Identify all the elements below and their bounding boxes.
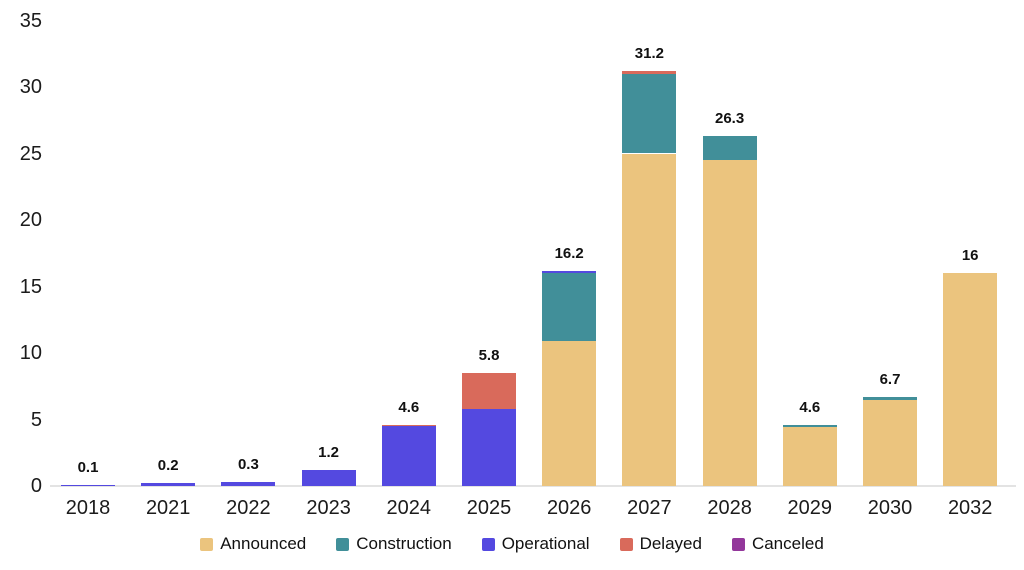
y-axis-tick-0: 0 — [30, 475, 42, 497]
bar-segment-delayed-2024[interactable] — [381, 424, 436, 427]
x-axis-line — [50, 485, 1016, 487]
bar-value-label-2022: 0.3 — [237, 456, 259, 473]
legend-item-announced[interactable]: Announced — [200, 534, 306, 554]
bar-segment-announced-2026[interactable] — [542, 341, 597, 486]
legend-swatch-delayed — [619, 537, 633, 551]
legend-item-construction[interactable]: Construction — [336, 534, 452, 554]
y-axis-tick-35: 35 — [19, 9, 42, 32]
legend-item-canceled[interactable]: Canceled — [731, 534, 824, 554]
legend-swatch-construction — [336, 537, 350, 551]
bar-segment-delayed-2027[interactable] — [622, 71, 677, 74]
bar-segment-announced-2027[interactable] — [622, 153, 677, 486]
y-axis-tick-5: 5 — [30, 408, 42, 431]
bar-segment-announced-2032[interactable] — [943, 273, 998, 486]
x-axis-tick-2028: 2028 — [707, 497, 752, 519]
bar-segment-announced-2029[interactable] — [782, 426, 837, 486]
bar-value-label-2030: 6.7 — [879, 370, 901, 388]
bar-value-label-2018: 0.1 — [77, 458, 99, 476]
bar-segment-operational-2022[interactable] — [221, 482, 276, 486]
x-axis-tick-2024: 2024 — [386, 497, 432, 519]
legend-swatch-announced — [200, 537, 214, 551]
y-axis-tick-25: 25 — [19, 142, 42, 165]
legend-swatch-operational — [481, 537, 495, 551]
legend-item-delayed[interactable]: Delayed — [619, 534, 702, 554]
bar-segment-operational-2026[interactable] — [542, 270, 597, 274]
x-axis-tick-2021: 2021 — [145, 497, 191, 519]
x-axis-tick-2027: 2027 — [627, 497, 672, 519]
bar-segment-construction-2030[interactable] — [863, 396, 917, 400]
bar-value-label-2021: 0.2 — [157, 457, 179, 475]
bar-segment-operational-2018[interactable] — [61, 484, 115, 486]
x-axis-tick-2023: 2023 — [306, 497, 351, 519]
x-axis-tick-2022: 2022 — [226, 497, 271, 519]
bar-segment-operational-2021[interactable] — [141, 483, 196, 486]
legend-label: Canceled — [751, 534, 824, 553]
x-axis-tick-2030: 2030 — [867, 497, 913, 519]
bar-segment-announced-2028[interactable] — [702, 160, 757, 486]
bar-value-label-2028: 26.3 — [714, 110, 745, 128]
legend-label: Operational — [501, 534, 590, 553]
bar-segment-construction-2028[interactable] — [702, 136, 757, 161]
x-axis-tick-2026: 2026 — [546, 497, 592, 519]
legend-item-operational[interactable]: Operational — [481, 534, 590, 554]
x-axis-tick-2025: 2025 — [466, 497, 512, 519]
legend: Announced Construction Operational Delayed C… — [0, 534, 1024, 554]
x-axis-tick-2018: 2018 — [65, 497, 111, 519]
bar-value-label-2025: 5.8 — [478, 346, 500, 364]
legend-label: Delayed — [639, 534, 702, 553]
x-axis-tick-2029: 2029 — [787, 497, 833, 519]
y-axis-tick-15: 15 — [19, 275, 42, 298]
bar-segment-operational-2023[interactable] — [301, 470, 356, 486]
bar-value-label-2027: 31.2 — [634, 45, 664, 63]
y-axis-tick-30: 30 — [19, 76, 42, 98]
bar-segment-delayed-2025[interactable] — [462, 372, 516, 409]
x-axis-tick-2032: 2032 — [947, 497, 993, 519]
bar-value-label-2023: 1.2 — [318, 444, 340, 462]
bar-value-label-2024: 4.6 — [398, 398, 420, 416]
y-axis-tick-20: 20 — [19, 209, 42, 231]
bar-segment-operational-2024[interactable] — [381, 426, 436, 486]
bar-value-label-2026: 16.2 — [554, 244, 584, 262]
bar-value-label-2032: 16 — [961, 247, 979, 265]
y-axis-tick-10: 10 — [19, 342, 42, 364]
bar-segment-operational-2025[interactable] — [462, 408, 516, 486]
bar-segment-construction-2026[interactable] — [542, 273, 597, 342]
bar-segment-construction-2027[interactable] — [622, 73, 677, 154]
bar-segment-construction-2029[interactable] — [782, 424, 837, 427]
legend-label: Construction — [356, 534, 452, 553]
bar-segment-announced-2030[interactable] — [863, 399, 917, 486]
legend-swatch-canceled — [731, 537, 745, 551]
bar-value-label-2029: 4.6 — [799, 398, 821, 416]
legend-label: Announced — [220, 534, 307, 553]
